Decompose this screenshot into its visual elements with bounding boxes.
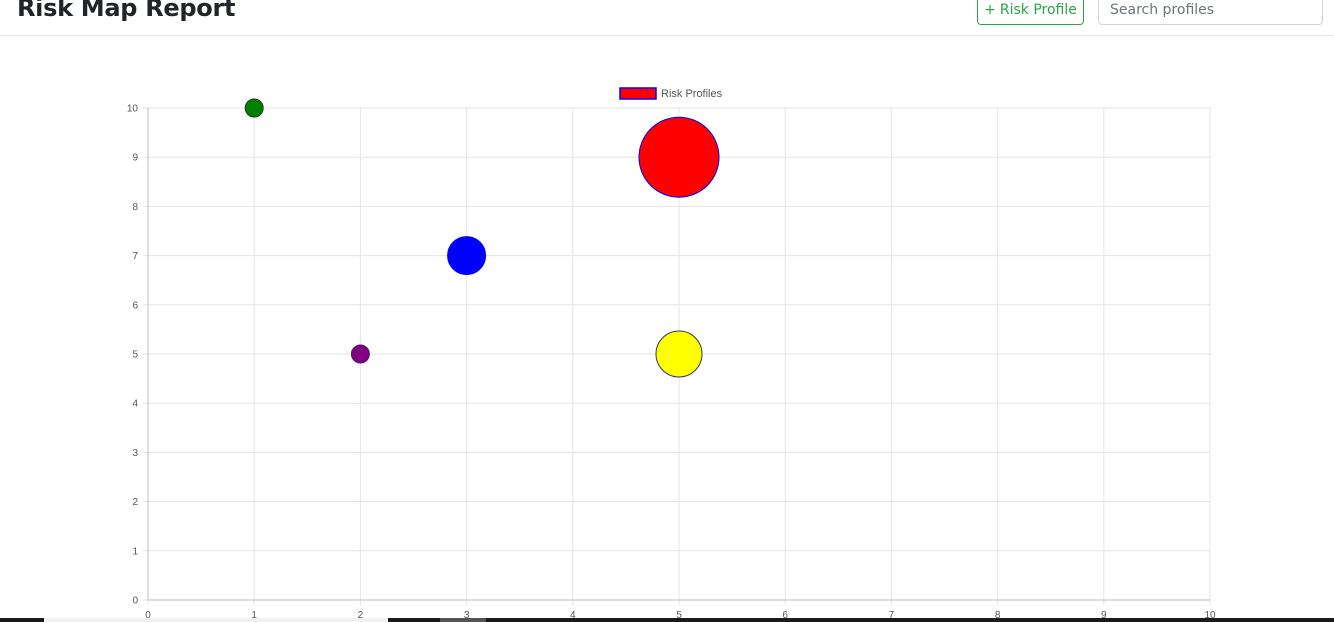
x-tick-label: 8 [995,610,1001,621]
y-tick-label: 6 [132,300,138,311]
chart-bubbles [244,98,720,378]
y-tick-label: 8 [132,202,138,213]
chart-legend: Risk Profiles [619,87,723,100]
x-tick-label: 3 [464,610,470,621]
bubble-point[interactable] [244,98,264,118]
y-tick-label: 7 [132,251,138,262]
x-tick-label: 10 [1204,610,1216,621]
y-tick-label: 2 [132,497,138,508]
y-tick-label: 10 [127,104,139,115]
y-tick-label: 4 [132,399,138,410]
legend-swatch[interactable] [619,87,657,100]
legend-label: Risk Profiles [661,88,723,100]
y-tick-label: 0 [132,596,138,607]
x-tick-label: 6 [782,610,788,621]
x-tick-label: 2 [358,610,364,621]
x-tick-label: 9 [1101,610,1107,621]
y-axis-ticks: 0 1 2 3 4 5 6 7 8 9 10 [127,104,139,607]
bubble-point[interactable] [655,330,703,378]
taskbar-segment [44,618,388,622]
x-tick-label: 4 [570,610,576,621]
x-tick-label: 5 [676,610,682,621]
taskbar-strip [0,618,1334,622]
taskbar-segment [440,618,486,622]
plus-icon: + [984,1,996,18]
x-axis-ticks: 0 1 2 3 4 5 6 7 8 9 10 [145,610,1216,621]
y-tick-label: 5 [132,350,138,361]
bubble-point[interactable] [350,344,370,364]
y-tick-label: 9 [132,153,138,164]
x-tick-label: 1 [251,610,257,621]
bubble-point[interactable] [447,236,487,276]
add-risk-profile-label: Risk Profile [999,1,1077,18]
page-title: Risk Map Report [17,0,236,22]
y-tick-label: 3 [132,448,138,459]
search-profiles-input[interactable] [1098,0,1323,25]
add-risk-profile-button[interactable]: + Risk Profile [977,0,1084,25]
y-tick-label: 1 [132,546,138,557]
chart-axes [143,107,1211,605]
x-tick-label: 0 [145,610,151,621]
page-header: Risk Map Report + Risk Profile [0,0,1334,36]
bubble-point[interactable] [638,116,720,198]
x-tick-label: 7 [889,610,895,621]
